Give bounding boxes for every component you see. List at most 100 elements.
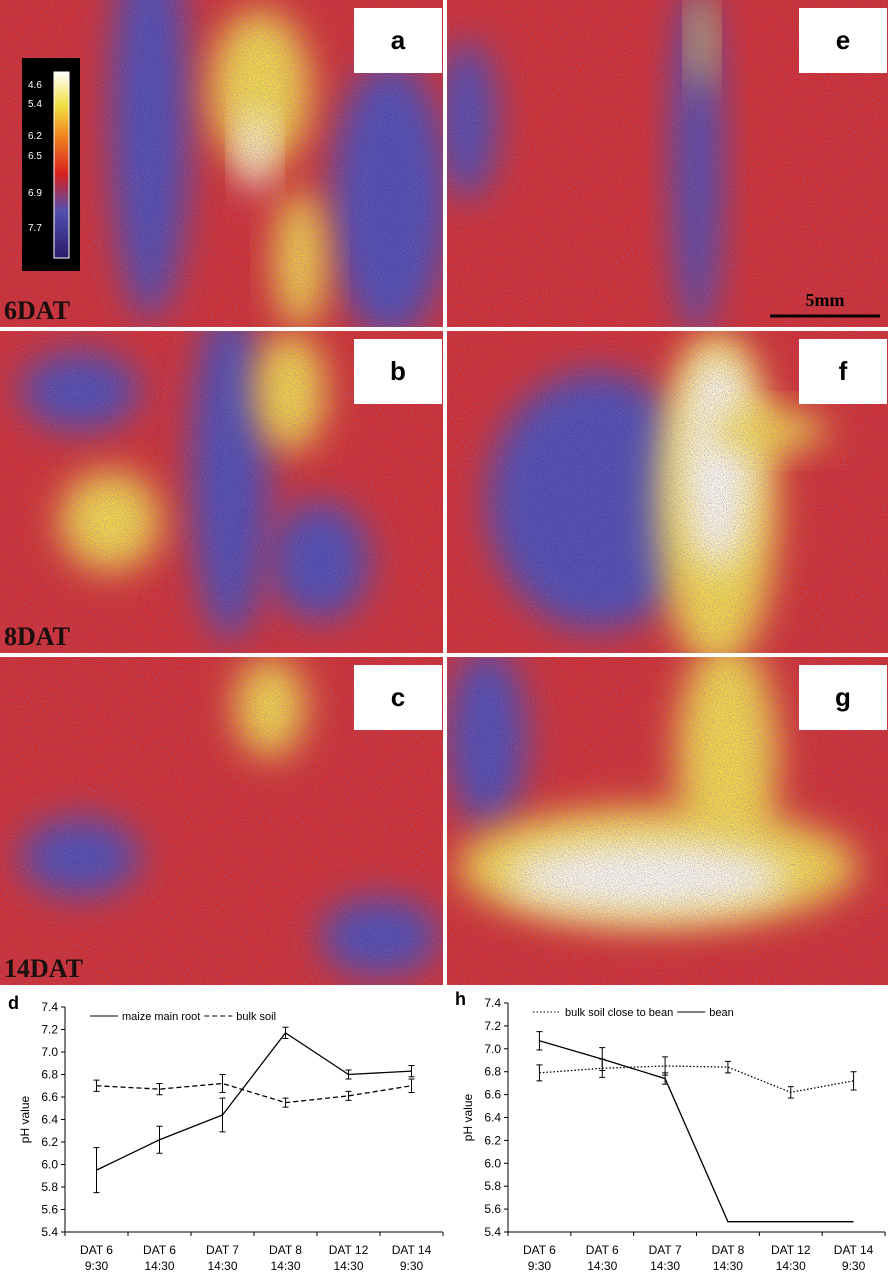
figure: a6DATb8DATc14DATefg4.65.46.26.56.97.75mm… xyxy=(0,0,888,1278)
panel-letter: b xyxy=(390,356,406,386)
x-tick-label: 14:30 xyxy=(144,1259,174,1273)
x-tick-label: 14:30 xyxy=(587,1259,617,1273)
colorbar-label: 7.7 xyxy=(28,223,42,234)
y-tick-label: 5.8 xyxy=(484,1179,501,1193)
y-tick-label: 5.6 xyxy=(484,1202,501,1216)
error-bar xyxy=(157,1126,163,1153)
panel-label: h xyxy=(455,989,466,1009)
x-tick-label: DAT 6 xyxy=(80,1243,113,1257)
series-line xyxy=(539,1066,853,1092)
x-tick-label: DAT 8 xyxy=(269,1243,302,1257)
x-tick-label: 14:30 xyxy=(776,1259,806,1273)
row-label: 8DAT xyxy=(4,622,70,651)
panel-letter: g xyxy=(835,682,851,712)
x-tick-label: 14:30 xyxy=(270,1259,300,1273)
x-tick-label: 9:30 xyxy=(400,1259,424,1273)
y-tick-label: 5.4 xyxy=(484,1225,501,1239)
y-tick-label: 6.2 xyxy=(484,1133,501,1147)
charts: d pH value 5.4 5.6 5.8 6.0 6.2 6.4 6.6 6.8 7.0 7.2 7… xyxy=(8,989,885,1273)
error-bar xyxy=(94,1148,100,1193)
error-bar xyxy=(220,1098,226,1132)
error-bar-path xyxy=(94,1148,100,1193)
image-panel: b 8DAT xyxy=(0,301,443,653)
y-tick-label: 6.4 xyxy=(41,1113,58,1127)
x-tick-label: DAT 14 xyxy=(834,1243,874,1257)
error-bar xyxy=(851,1072,857,1090)
line-chart: d pH value 5.4 5.6 5.8 6.0 6.2 6.4 6.6 6.8 7.0 7.2 7… xyxy=(8,993,443,1273)
x-tick-label: DAT 6 xyxy=(143,1243,176,1257)
x-tick-label: DAT 7 xyxy=(206,1243,239,1257)
x-tick-label: DAT 14 xyxy=(392,1243,432,1257)
error-bar-path xyxy=(409,1079,415,1093)
error-bar-path xyxy=(157,1126,163,1153)
x-tick-label: DAT 12 xyxy=(771,1243,811,1257)
series-line xyxy=(97,1084,412,1103)
y-tick-label: 5.4 xyxy=(41,1225,58,1239)
line-chart: h pH value 5.4 5.6 5.8 6.0 6.2 6.4 6.6 6.8 7.0 7.2 7… xyxy=(455,989,885,1273)
image-panel: g xyxy=(447,637,888,985)
panel-letter: e xyxy=(836,25,850,55)
colorbar xyxy=(54,72,69,258)
panel-label: d xyxy=(8,993,19,1013)
error-bar-path xyxy=(851,1072,857,1090)
colorbar-label: 6.5 xyxy=(28,151,42,162)
error-bar-path xyxy=(220,1098,226,1132)
image-panel: c 14DAT xyxy=(0,657,443,985)
y-tick-label: 6.2 xyxy=(41,1135,58,1149)
y-tick-label: 6.6 xyxy=(484,1088,501,1102)
x-tick-label: 9:30 xyxy=(842,1259,866,1273)
row-label: 6DAT xyxy=(4,296,70,325)
x-tick-label: DAT 7 xyxy=(649,1243,682,1257)
y-tick-label: 7.0 xyxy=(484,1042,501,1056)
image-panel: f xyxy=(447,331,888,671)
x-tick-label: 14:30 xyxy=(207,1259,237,1273)
y-tick-label: 7.0 xyxy=(41,1045,58,1059)
y-tick-label: 7.2 xyxy=(484,1019,501,1033)
legend-label: bulk soil close to bean xyxy=(565,1007,673,1019)
y-tick-label: 6.0 xyxy=(484,1156,501,1170)
panel-letter: c xyxy=(391,682,405,712)
y-tick-label: 7.2 xyxy=(41,1023,58,1037)
y-tick-label: 5.6 xyxy=(41,1203,58,1217)
x-tick-label: DAT 8 xyxy=(711,1243,744,1257)
scale-bar-label: 5mm xyxy=(806,290,845,310)
y-axis-label: pH value xyxy=(461,1094,475,1142)
x-tick-label: 14:30 xyxy=(650,1259,680,1273)
x-tick-label: 14:30 xyxy=(333,1259,363,1273)
error-bar xyxy=(409,1079,415,1093)
panel-letter: a xyxy=(391,25,406,55)
row-label: 14DAT xyxy=(4,954,83,983)
error-bar-path xyxy=(283,1027,289,1038)
legend-label: maize main root xyxy=(122,1011,200,1023)
legend-label: bulk soil xyxy=(236,1011,276,1023)
image-panels: a6DATb8DATc14DATefg4.65.46.26.56.97.75mm xyxy=(0,0,888,985)
error-bar-path xyxy=(536,1065,542,1081)
error-bar xyxy=(283,1027,289,1038)
y-tick-label: 6.8 xyxy=(484,1065,501,1079)
colorbar-label: 6.9 xyxy=(28,188,42,199)
error-bar xyxy=(788,1087,794,1098)
y-tick-label: 5.8 xyxy=(41,1180,58,1194)
y-tick-label: 7.4 xyxy=(41,1000,58,1014)
series-line xyxy=(97,1033,412,1170)
y-tick-label: 6.0 xyxy=(41,1158,58,1172)
x-tick-label: DAT 6 xyxy=(523,1243,556,1257)
image-panel: e xyxy=(437,0,888,340)
x-tick-label: 14:30 xyxy=(713,1259,743,1273)
y-axis-label: pH value xyxy=(18,1096,32,1144)
y-tick-label: 6.6 xyxy=(41,1090,58,1104)
panel-letter: f xyxy=(839,356,848,386)
y-tick-label: 7.4 xyxy=(484,996,501,1010)
x-tick-label: DAT 12 xyxy=(329,1243,369,1257)
legend-label: bean xyxy=(709,1007,733,1019)
x-tick-label: DAT 6 xyxy=(586,1243,619,1257)
y-tick-label: 6.4 xyxy=(484,1111,501,1125)
colorbar-label: 5.4 xyxy=(28,99,42,110)
x-tick-label: 9:30 xyxy=(528,1259,552,1273)
colorbar-label: 6.2 xyxy=(28,131,42,142)
error-bar xyxy=(536,1065,542,1081)
y-tick-label: 6.8 xyxy=(41,1068,58,1082)
error-bar-path xyxy=(788,1087,794,1098)
x-tick-label: 9:30 xyxy=(85,1259,109,1273)
series-line xyxy=(539,1041,853,1222)
